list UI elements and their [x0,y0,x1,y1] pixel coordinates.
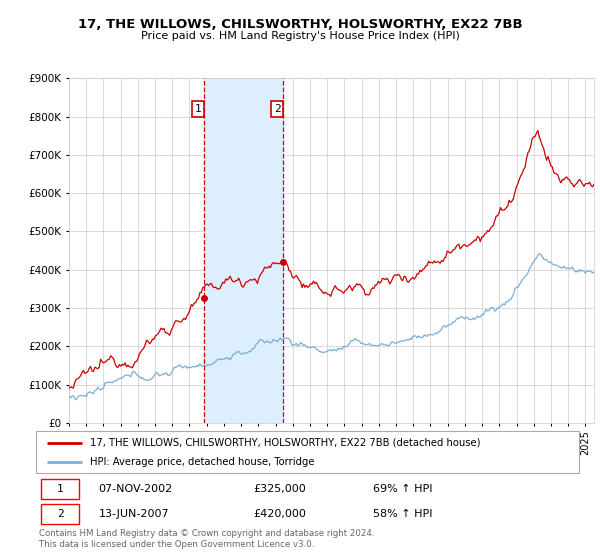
Text: Contains HM Land Registry data © Crown copyright and database right 2024.
This d: Contains HM Land Registry data © Crown c… [39,529,374,549]
Text: 2: 2 [274,104,281,114]
Text: 17, THE WILLOWS, CHILSWORTHY, HOLSWORTHY, EX22 7BB: 17, THE WILLOWS, CHILSWORTHY, HOLSWORTHY… [77,18,523,31]
Text: 1: 1 [57,484,64,493]
Text: £325,000: £325,000 [253,484,306,493]
Bar [204,78,283,423]
Text: HPI: Average price, detached house, Torridge: HPI: Average price, detached house, Torr… [91,457,315,467]
Text: Price paid vs. HM Land Registry's House Price Index (HPI): Price paid vs. HM Land Registry's House … [140,31,460,41]
FancyBboxPatch shape [36,431,579,473]
Text: 58% ↑ HPI: 58% ↑ HPI [373,509,432,519]
Text: 2: 2 [57,509,64,519]
FancyBboxPatch shape [41,504,79,524]
Text: 69% ↑ HPI: 69% ↑ HPI [373,484,432,493]
Text: £420,000: £420,000 [253,509,306,519]
FancyBboxPatch shape [41,478,79,498]
Text: 07-NOV-2002: 07-NOV-2002 [98,484,173,493]
Text: 13-JUN-2007: 13-JUN-2007 [98,509,169,519]
Text: 17, THE WILLOWS, CHILSWORTHY, HOLSWORTHY, EX22 7BB (detached house): 17, THE WILLOWS, CHILSWORTHY, HOLSWORTHY… [91,437,481,447]
Text: 1: 1 [195,104,202,114]
